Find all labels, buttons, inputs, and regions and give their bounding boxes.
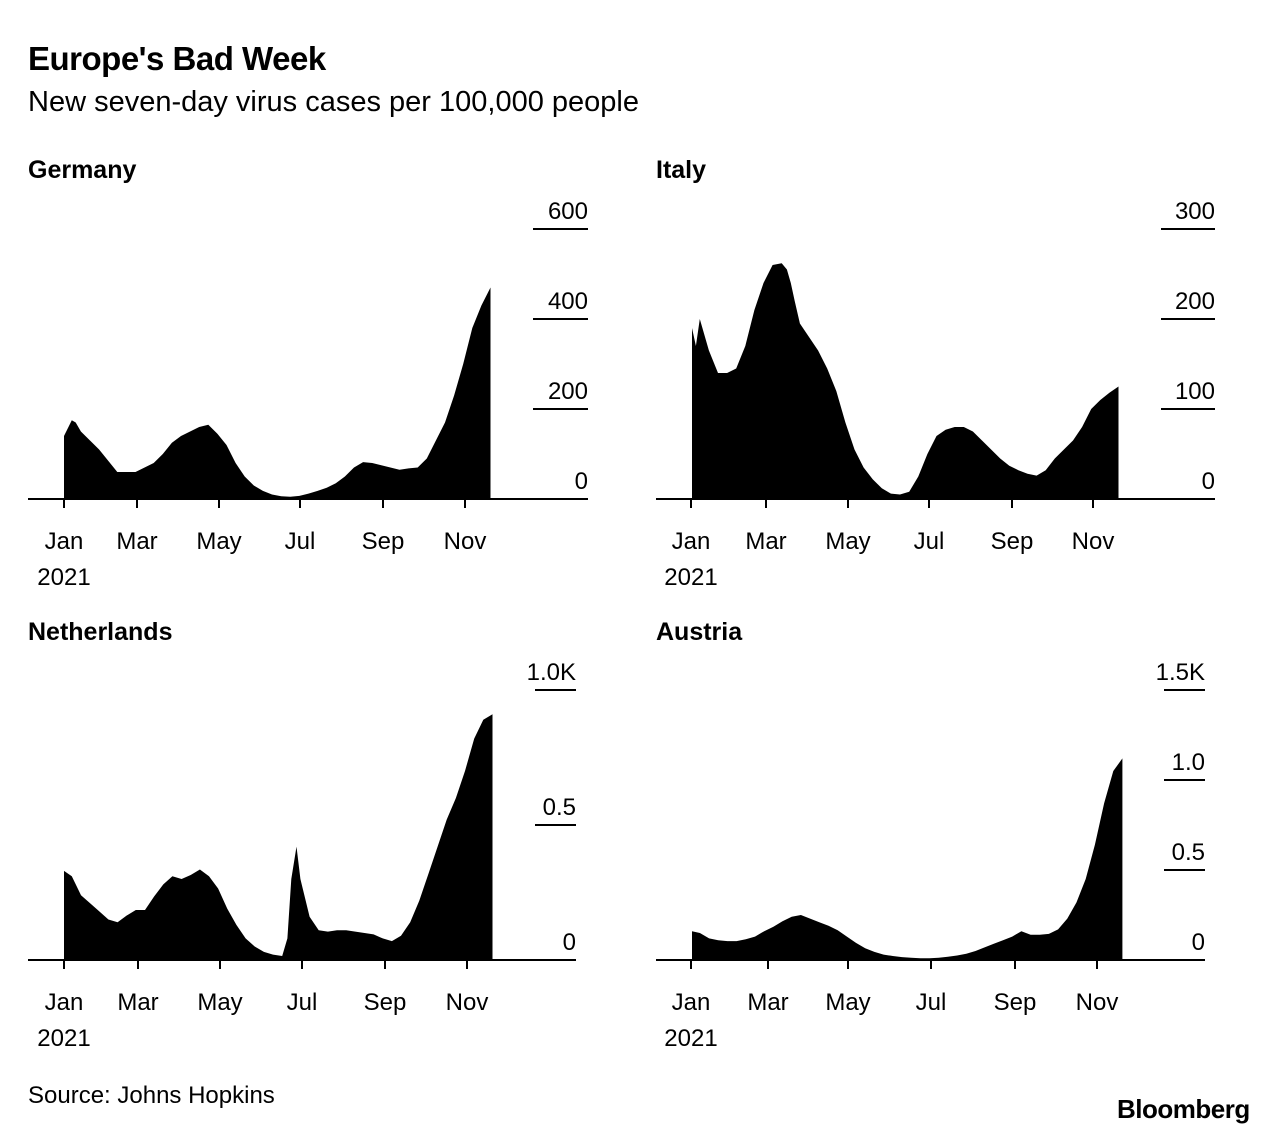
netherlands-xtick-label: Nov	[446, 989, 489, 1016]
germany-xtick-label: Jan	[45, 528, 84, 555]
panel-title-italy: Italy	[656, 156, 707, 184]
netherlands-area-series	[64, 714, 493, 960]
netherlands-ytick-label: 0.5	[543, 794, 576, 821]
germany-ytick-label: 200	[548, 378, 588, 405]
netherlands-ytick-label: 1.0K	[527, 659, 576, 686]
italy-year-label: 2021	[664, 564, 717, 591]
italy-ytick-label: 0	[1202, 468, 1215, 495]
germany-xtick-label: Jul	[285, 528, 316, 555]
austria-ytick-label: 0.5	[1172, 839, 1205, 866]
germany-xtick-label: Sep	[362, 528, 405, 555]
italy-xtick-label: Jan	[672, 528, 711, 555]
germany-xtick-label: Nov	[444, 528, 487, 555]
austria-ytick-label: 1.5K	[1156, 659, 1205, 686]
italy-ytick-label: 100	[1175, 378, 1215, 405]
germany-ytick-label: 600	[548, 198, 588, 225]
netherlands-xtick-label: Mar	[117, 989, 158, 1016]
germany-xtick-label: May	[196, 528, 241, 555]
austria-xtick-label: Mar	[747, 989, 788, 1016]
italy-xtick-label: Sep	[991, 528, 1034, 555]
austria-ytick-label: 1.0	[1172, 749, 1205, 776]
netherlands-ytick-label: 0	[563, 929, 576, 956]
chart-subtitle: New seven-day virus cases per 100,000 pe…	[28, 86, 639, 118]
italy-xtick-label: Jul	[914, 528, 945, 555]
chart-title: Europe's Bad Week	[28, 40, 326, 77]
netherlands-xtick-label: Jan	[45, 989, 84, 1016]
bloomberg-logo: Bloomberg	[1117, 1094, 1250, 1124]
austria-year-label: 2021	[664, 1025, 717, 1052]
germany-ytick-label: 400	[548, 288, 588, 315]
italy-xtick-label: Nov	[1072, 528, 1115, 555]
source-note: Source: Johns Hopkins	[28, 1082, 275, 1109]
panel-title-netherlands: Netherlands	[28, 618, 173, 646]
italy-ytick-label: 200	[1175, 288, 1215, 315]
netherlands-xtick-label: Sep	[364, 989, 407, 1016]
panel-title-austria: Austria	[656, 618, 743, 646]
italy-ytick-label: 300	[1175, 198, 1215, 225]
austria-xtick-label: Jul	[916, 989, 947, 1016]
italy-xtick-label: May	[825, 528, 870, 555]
austria-area-series	[692, 758, 1123, 960]
netherlands-xtick-label: Jul	[287, 989, 318, 1016]
panel-title-germany: Germany	[28, 156, 137, 184]
austria-ytick-label: 0	[1192, 929, 1205, 956]
italy-area-series	[692, 263, 1119, 499]
austria-xtick-label: May	[825, 989, 870, 1016]
austria-xtick-label: Jan	[672, 989, 711, 1016]
austria-xtick-label: Nov	[1076, 989, 1119, 1016]
germany-year-label: 2021	[37, 564, 90, 591]
austria-xtick-label: Sep	[994, 989, 1037, 1016]
netherlands-year-label: 2021	[37, 1025, 90, 1052]
germany-area-series	[64, 287, 491, 499]
germany-ytick-label: 0	[575, 468, 588, 495]
germany-xtick-label: Mar	[116, 528, 157, 555]
italy-xtick-label: Mar	[745, 528, 786, 555]
netherlands-xtick-label: May	[197, 989, 242, 1016]
